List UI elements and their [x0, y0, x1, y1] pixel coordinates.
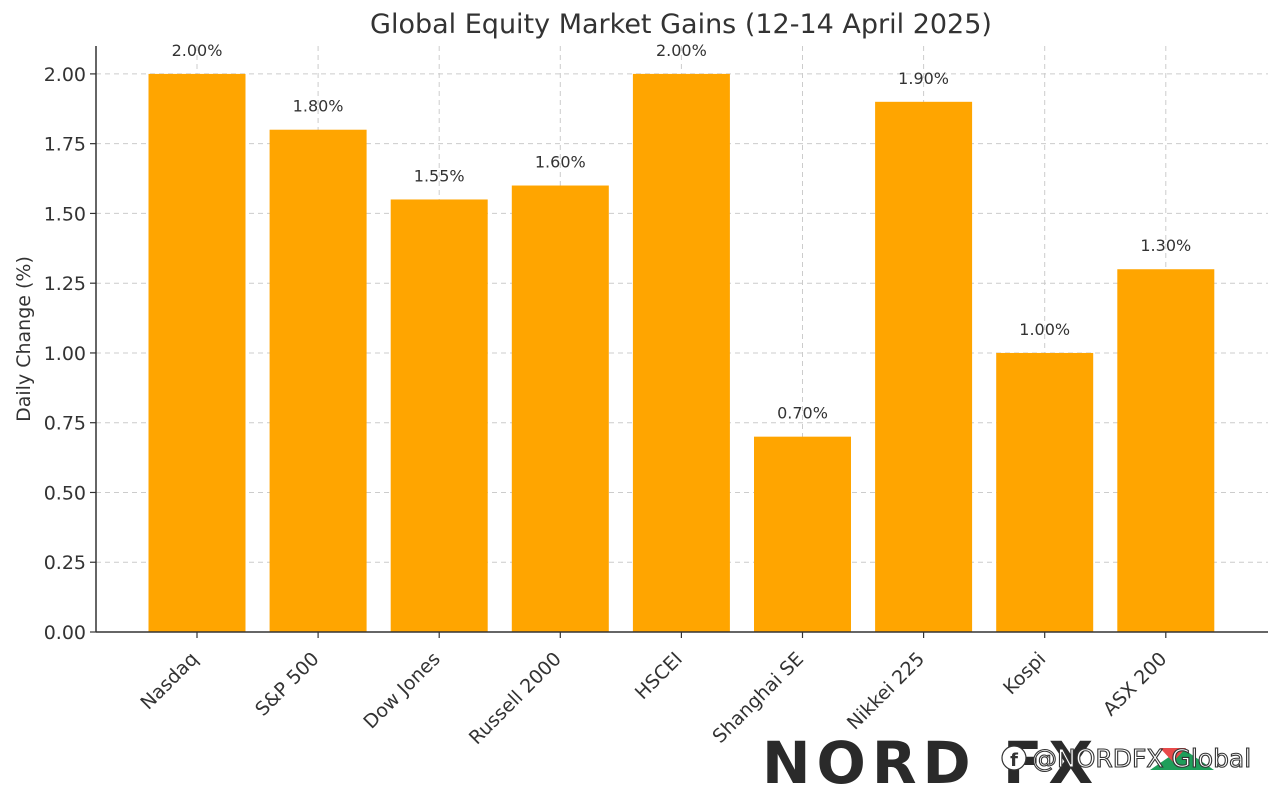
bar	[632, 73, 730, 632]
bar	[390, 199, 488, 632]
svg-text:f: f	[1010, 750, 1018, 771]
bars	[148, 73, 1215, 633]
data-label: 2.00%	[172, 41, 223, 60]
y-tick-label: 1.00	[44, 343, 86, 365]
bar	[754, 436, 851, 632]
y-tick-label: 1.25	[44, 273, 86, 295]
bar	[1117, 269, 1215, 632]
x-tick-label: Kospi	[999, 648, 1050, 699]
bar	[148, 73, 246, 632]
data-label: 0.70%	[777, 404, 828, 423]
watermark-accent-green	[1150, 748, 1214, 770]
y-tick-label: 1.50	[44, 203, 86, 225]
watermark: NORD FX f @NORDFX Global	[762, 729, 1252, 797]
data-label: 1.55%	[414, 166, 465, 185]
x-tick-label: HSCEI	[631, 648, 687, 704]
y-tick-label: 1.75	[44, 134, 86, 156]
y-axis: 0.00 0.25 0.50 0.75 1.00 1.25 1.50 1.75 2.00	[44, 64, 96, 644]
facebook-icon: f	[1001, 745, 1027, 771]
x-tick-label: Nikkei 225	[843, 648, 929, 734]
data-label: 1.60%	[535, 153, 586, 172]
watermark-accent-red	[1160, 748, 1186, 762]
bar	[269, 129, 367, 632]
data-label: 2.00%	[656, 41, 707, 60]
y-tick-label: 0.00	[44, 622, 86, 644]
data-label: 1.00%	[1019, 320, 1070, 339]
y-axis-title: Daily Change (%)	[13, 256, 35, 422]
x-tick-label: ASX 200	[1099, 648, 1171, 720]
data-label: 1.30%	[1140, 236, 1191, 255]
y-tick-label: 0.75	[44, 413, 86, 435]
data-labels: 2.00% 1.80% 1.55% 1.60% 2.00% 0.70% 1.90% 1.00%…	[172, 41, 1192, 423]
chart-title: Global Equity Market Gains (12-14 April …	[370, 9, 992, 40]
bar	[511, 185, 609, 632]
watermark-handle: @NORDFX Global	[1032, 744, 1251, 773]
x-tick-label: Dow Jones	[359, 648, 444, 733]
watermark-logo: NORD FX	[762, 729, 1214, 797]
y-tick-label: 0.25	[44, 552, 86, 574]
x-tick-label: S&P 500	[251, 648, 324, 721]
data-label: 1.90%	[898, 69, 949, 88]
x-tick-label: Russell 2000	[465, 648, 566, 749]
x-tick-label: Nasdaq	[136, 648, 202, 714]
watermark-brand: NORD FX	[762, 729, 1099, 797]
bar	[875, 101, 973, 633]
y-tick-label: 2.00	[44, 64, 86, 86]
y-tick-label: 0.50	[44, 482, 86, 504]
bar	[996, 352, 1094, 632]
data-label: 1.80%	[293, 97, 344, 116]
